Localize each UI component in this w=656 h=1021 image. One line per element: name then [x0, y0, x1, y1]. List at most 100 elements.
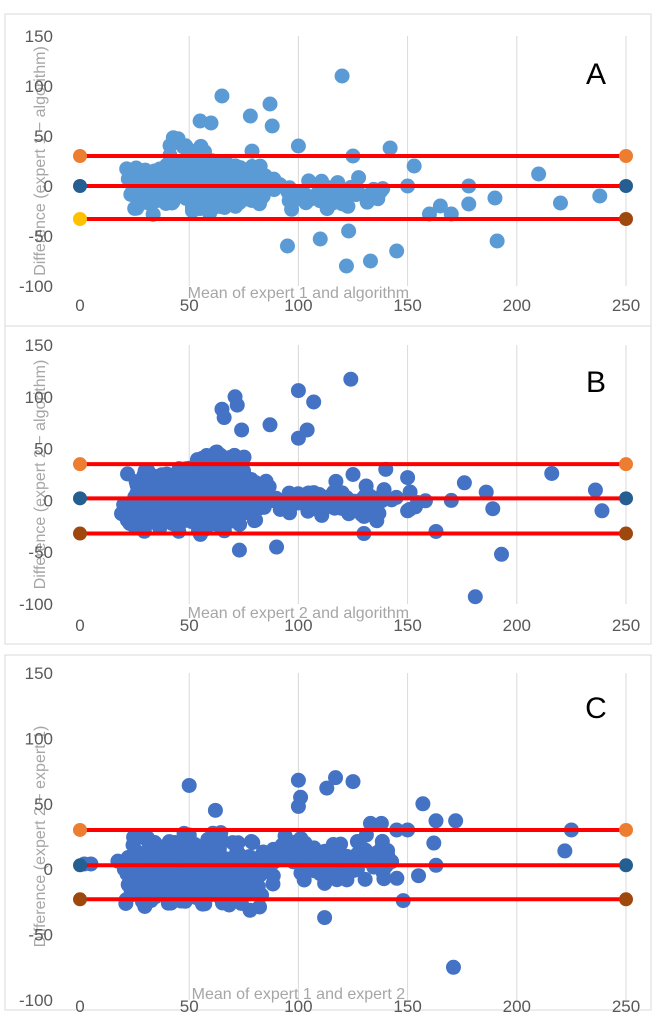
- data-point: [334, 500, 350, 516]
- data-point: [214, 88, 230, 104]
- x-tick-label: 250: [612, 616, 640, 635]
- panel-letter: B: [586, 366, 606, 399]
- data-point: [130, 875, 146, 891]
- panel-letter: C: [585, 692, 607, 725]
- upper-limit-marker: [619, 457, 633, 472]
- data-point: [359, 493, 375, 509]
- data-point: [389, 870, 405, 886]
- data-point: [234, 422, 250, 438]
- data-point: [341, 223, 357, 239]
- data-point: [290, 798, 306, 814]
- data-point: [203, 115, 219, 131]
- mean-marker: [73, 491, 87, 506]
- data-point: [373, 815, 389, 831]
- y-tick-label: -100: [19, 991, 53, 1010]
- data-point: [296, 872, 312, 888]
- y-tick-label: 150: [25, 27, 53, 46]
- panel-b: Difference (expert 2 − algorithm) -100 -50…: [4, 325, 652, 645]
- y-tick-label: 100: [25, 388, 53, 407]
- data-point: [467, 589, 483, 605]
- upper-limit-marker: [619, 822, 633, 837]
- data-point: [130, 503, 146, 519]
- data-point: [494, 546, 510, 562]
- data-point: [445, 959, 461, 975]
- lower-limit-marker: [73, 892, 87, 907]
- data-point: [415, 796, 431, 812]
- data-point: [317, 910, 333, 926]
- y-tick-label: 50: [34, 127, 53, 146]
- upper-limit-marker: [73, 149, 87, 163]
- mean-marker: [619, 491, 633, 506]
- data-point: [132, 196, 148, 212]
- data-point: [376, 871, 392, 887]
- panel-letter: A: [586, 58, 606, 91]
- data-point: [178, 512, 194, 528]
- data-point: [290, 383, 306, 399]
- data-point: [188, 868, 204, 884]
- x-tick-label: 0: [75, 296, 84, 315]
- data-points: [119, 68, 608, 274]
- data-point: [343, 371, 359, 387]
- data-point: [141, 850, 157, 866]
- data-point: [289, 836, 305, 852]
- panel-frame: [4, 325, 652, 645]
- data-point: [448, 813, 464, 829]
- data-point: [162, 138, 178, 154]
- data-point: [327, 190, 343, 206]
- data-point: [207, 802, 223, 818]
- data-point: [411, 868, 427, 884]
- data-point: [312, 231, 328, 247]
- data-point: [172, 481, 188, 497]
- data-point: [432, 198, 448, 214]
- x-tick-label: 150: [393, 616, 421, 635]
- data-point: [400, 470, 416, 486]
- y-tick-label: 0: [44, 177, 53, 196]
- mean-marker: [619, 179, 633, 193]
- data-point: [236, 449, 252, 465]
- data-point: [544, 465, 560, 481]
- data-point: [338, 190, 354, 206]
- panel-frame: [4, 654, 652, 1011]
- data-point: [232, 163, 248, 179]
- data-point: [216, 876, 232, 892]
- y-tick-label: 50: [34, 440, 53, 459]
- data-point: [334, 68, 350, 84]
- y-tick-label: -50: [28, 543, 53, 562]
- y-tick-label: -50: [28, 227, 53, 246]
- y-tick-label: 100: [25, 77, 53, 96]
- y-axis-title: Difference (expert 2 − algorithm): [32, 360, 49, 590]
- data-point: [592, 188, 608, 204]
- data-point: [557, 843, 573, 859]
- mean-marker: [73, 179, 87, 193]
- data-point: [426, 835, 442, 851]
- data-point: [204, 845, 220, 861]
- data-point: [300, 844, 316, 860]
- data-point: [402, 484, 418, 500]
- y-tick-label: 0: [44, 860, 53, 879]
- data-point: [319, 780, 335, 796]
- data-point: [137, 898, 153, 914]
- data-point: [137, 463, 153, 479]
- data-point: [181, 777, 197, 793]
- mean-marker: [73, 858, 87, 873]
- data-point: [306, 394, 322, 410]
- upper-limit-marker: [619, 149, 633, 163]
- data-point: [139, 830, 155, 846]
- y-tick-label: 150: [25, 664, 53, 683]
- x-tick-label: 100: [284, 296, 312, 315]
- x-tick-label: 250: [612, 296, 640, 315]
- x-tick-label: 50: [180, 296, 199, 315]
- y-tick-label: 100: [25, 729, 53, 748]
- panel-c: Difference (expert 2 − expert 1) -100 -50 0…: [4, 654, 652, 1016]
- lower-limit-marker: [619, 212, 633, 226]
- y-axis-title: Difference (expert 2 − expert 1): [32, 726, 49, 948]
- data-point: [173, 867, 189, 883]
- data-point: [349, 181, 365, 197]
- data-point: [175, 139, 191, 155]
- y-tick-label: 150: [25, 336, 53, 355]
- data-point: [362, 253, 378, 269]
- data-point: [265, 876, 281, 892]
- data-point: [485, 501, 501, 517]
- mean-marker: [619, 858, 633, 873]
